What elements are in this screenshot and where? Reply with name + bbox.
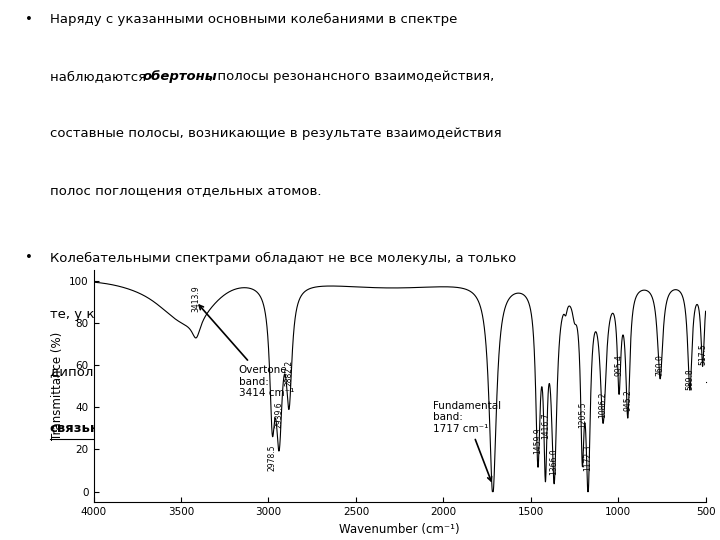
X-axis label: Wavenumber (cm⁻¹): Wavenumber (cm⁻¹) bbox=[339, 523, 460, 536]
Text: 2978.5: 2978.5 bbox=[268, 444, 276, 470]
Text: •: • bbox=[24, 252, 32, 265]
Text: 1086.2: 1086.2 bbox=[598, 392, 608, 418]
Text: •: • bbox=[24, 14, 32, 26]
Text: 1459.9: 1459.9 bbox=[534, 427, 542, 454]
Text: обертоны: обертоны bbox=[143, 70, 217, 83]
Text: 945.2: 945.2 bbox=[624, 390, 632, 411]
Text: те, у которых при колебании происходит изменение её: те, у которых при колебании происходит и… bbox=[50, 308, 444, 321]
Text: составные полосы, возникающие в результате взаимодействия: составные полосы, возникающие в результа… bbox=[50, 127, 501, 140]
Text: , полосы резонансного взаимодействия,: , полосы резонансного взаимодействия, bbox=[209, 70, 494, 83]
Text: наблюдаются: наблюдаются bbox=[50, 70, 150, 83]
Text: Колебательными спектрами обладают не все молекулы, а только: Колебательными спектрами обладают не все… bbox=[50, 252, 516, 265]
Text: вещества с полярной ковалентной: вещества с полярной ковалентной bbox=[235, 365, 505, 378]
Text: 2939.6: 2939.6 bbox=[274, 402, 284, 428]
Text: 995.4: 995.4 bbox=[614, 354, 624, 375]
Text: связью: связью bbox=[50, 422, 103, 435]
Text: полос поглощения отдельных атомов.: полос поглощения отдельных атомов. bbox=[50, 184, 321, 197]
Text: 517.5: 517.5 bbox=[698, 343, 707, 365]
Text: 3413.9: 3413.9 bbox=[192, 286, 201, 312]
Text: Overtone
band:
3414 cm⁻¹: Overtone band: 3414 cm⁻¹ bbox=[199, 305, 294, 398]
Text: дипольного момента, т.е.: дипольного момента, т.е. bbox=[50, 365, 235, 378]
Text: 1366.0: 1366.0 bbox=[549, 448, 559, 475]
Y-axis label: Transmittance (%): Transmittance (%) bbox=[50, 332, 63, 440]
Text: Fundamental
band:
1717 cm⁻¹: Fundamental band: 1717 cm⁻¹ bbox=[433, 401, 501, 481]
Text: Наряду с указанными основными колебаниями в спектре: Наряду с указанными основными колебаниям… bbox=[50, 14, 457, 26]
Text: .: . bbox=[100, 422, 104, 435]
Text: 1205.5: 1205.5 bbox=[577, 402, 587, 428]
Text: 760.0: 760.0 bbox=[656, 354, 665, 375]
Text: 2882.2: 2882.2 bbox=[284, 360, 294, 386]
Text: 589.8: 589.8 bbox=[685, 369, 694, 390]
Text: 1172.3: 1172.3 bbox=[583, 444, 593, 470]
Text: 1416.7: 1416.7 bbox=[541, 413, 550, 439]
